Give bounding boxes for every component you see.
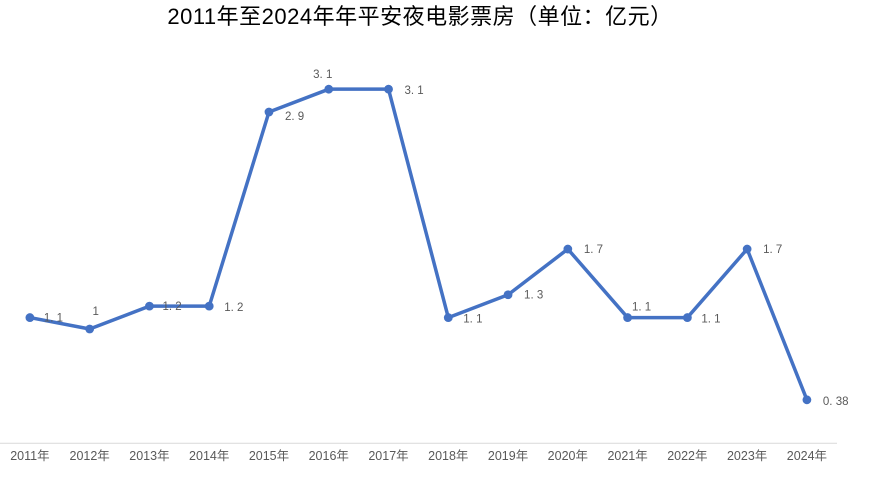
data-label: 1. 7 bbox=[584, 244, 603, 256]
data-label: 1. 7 bbox=[763, 244, 782, 256]
data-label: 1 bbox=[92, 306, 98, 318]
data-point bbox=[682, 313, 692, 322]
x-axis-label: 2020年 bbox=[548, 449, 588, 463]
data-label: 1. 1 bbox=[44, 313, 63, 325]
data-point bbox=[443, 313, 453, 322]
data-label: 3. 1 bbox=[313, 69, 332, 81]
data-point bbox=[324, 84, 334, 94]
x-axis-label: 2016年 bbox=[309, 449, 349, 463]
data-label: 3. 1 bbox=[405, 85, 424, 97]
data-label: 2. 9 bbox=[285, 111, 304, 123]
x-axis-label: 2023年 bbox=[727, 449, 767, 463]
x-axis-label: 2015年 bbox=[249, 449, 289, 463]
data-point bbox=[264, 107, 274, 117]
data-label: 1. 1 bbox=[701, 314, 720, 326]
x-axis-label: 2011年 bbox=[10, 449, 49, 463]
x-axis-label: 2013年 bbox=[129, 449, 169, 463]
x-axis-label: 2021年 bbox=[607, 449, 647, 463]
data-point bbox=[204, 301, 214, 311]
data-point bbox=[503, 290, 513, 300]
data-label: 1. 1 bbox=[463, 314, 482, 326]
data-label: 1. 3 bbox=[524, 290, 543, 302]
data-label: 1. 2 bbox=[162, 301, 181, 313]
data-label: 1. 1 bbox=[632, 302, 651, 314]
data-point bbox=[25, 313, 35, 322]
x-axis-label: 2012年 bbox=[70, 449, 110, 463]
x-axis-label: 2024年 bbox=[787, 449, 827, 463]
data-point bbox=[85, 324, 95, 334]
data-point bbox=[145, 301, 154, 311]
x-axis-label: 2019年 bbox=[488, 449, 528, 463]
x-axis-label: 2022年 bbox=[667, 449, 707, 463]
data-point bbox=[802, 395, 812, 405]
series-line bbox=[28, 87, 809, 402]
x-axis-label: 2017年 bbox=[368, 449, 408, 463]
data-label: 1. 2 bbox=[224, 302, 243, 314]
data-point bbox=[623, 313, 632, 322]
data-label: 0. 38 bbox=[823, 396, 849, 408]
data-point bbox=[742, 244, 752, 254]
x-axis-label: 2014年 bbox=[189, 449, 229, 463]
data-point bbox=[563, 244, 573, 254]
data-point bbox=[384, 84, 393, 94]
x-axis-label: 2018年 bbox=[428, 449, 468, 463]
chart-title: 2011年至2024年年平安夜电影票房（单位：亿元） bbox=[167, 4, 673, 29]
